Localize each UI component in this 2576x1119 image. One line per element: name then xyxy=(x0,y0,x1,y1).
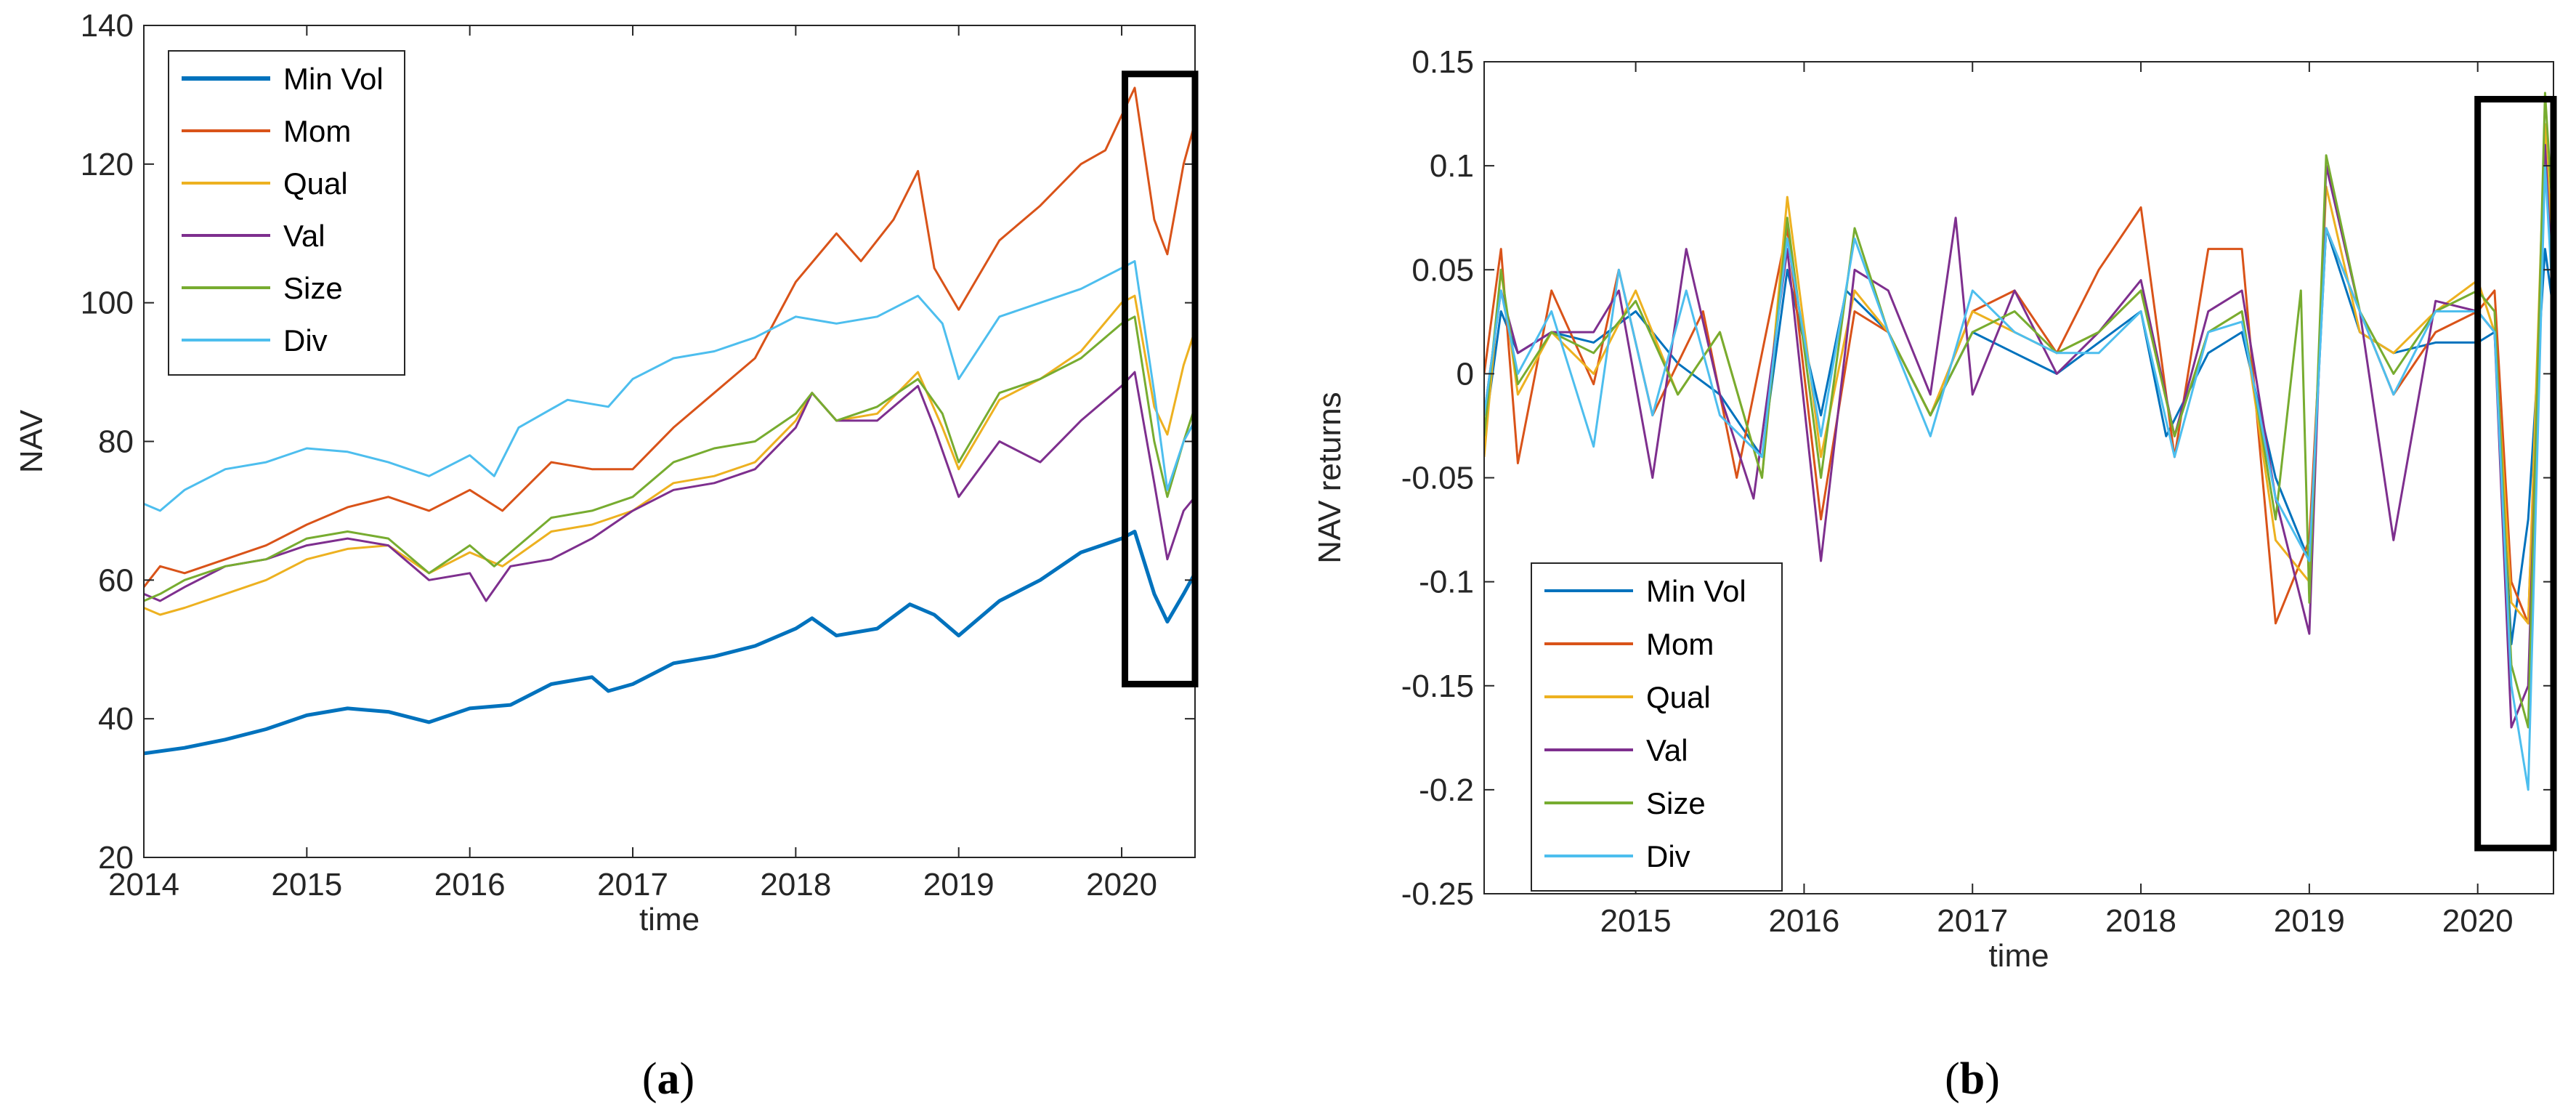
y-tick-label: -0.1 xyxy=(1419,565,1474,600)
chart-panel-a: 2014 2015 2016 2017 2018 2019 2020204060801001… xyxy=(14,8,1199,1104)
x-tick-label: 2016 xyxy=(1768,903,1839,939)
legend-item: Min Vol xyxy=(182,62,384,96)
y-tick-label: -0.15 xyxy=(1401,668,1474,704)
y-tick-label: 120 xyxy=(81,147,134,182)
x-tick-label: 2015 xyxy=(1600,903,1672,939)
panel-caption: (a) xyxy=(642,1054,694,1104)
legend: Min Vol Mom Qual Val Size Div xyxy=(1531,562,1783,892)
x-tick-label: 2020 xyxy=(1086,867,1157,902)
y-tick-label: 0.15 xyxy=(1411,44,1474,80)
series-line-size xyxy=(144,315,1195,602)
legend-item: Div xyxy=(1544,839,1690,873)
y-tick-label: 20 xyxy=(98,840,134,876)
caption-letter: b xyxy=(1960,1054,1985,1104)
legend-label: Size xyxy=(283,271,343,305)
x-axis-label: time xyxy=(1988,938,2049,974)
y-tick-label: 0.05 xyxy=(1411,252,1474,288)
y-tick-label: 100 xyxy=(81,286,134,321)
y-tick-label: 0 xyxy=(1457,356,1474,392)
y-axis-label: NAV returns xyxy=(1312,392,1348,563)
series-line-min-vol xyxy=(1484,227,2553,645)
caption-letter: a xyxy=(657,1054,680,1104)
legend-label: Div xyxy=(283,323,328,357)
caption-open-paren: ( xyxy=(1945,1054,1960,1104)
y-tick-label: -0.25 xyxy=(1401,876,1474,912)
chart-panel-b: 2015 2016 2017 2018 2019 2020 -0.25 -0.2 -0.15 -0… xyxy=(1312,44,2557,1104)
panel-caption: (b) xyxy=(1945,1054,2000,1104)
y-tick-label: 0.1 xyxy=(1430,148,1474,184)
legend-label: Qual xyxy=(1646,680,1711,714)
series-line-div xyxy=(144,259,1195,512)
x-tick-label: 2019 xyxy=(2274,903,2345,939)
legend-item: Mom xyxy=(182,114,351,148)
x-tick-label: 2019 xyxy=(923,867,995,902)
series-line-div xyxy=(1484,164,2553,791)
legend-label: Size xyxy=(1646,786,1706,820)
x-tick-label: 2014 xyxy=(108,867,179,902)
legend-label: Min Vol xyxy=(1646,574,1746,608)
legend-item: Div xyxy=(182,323,328,357)
x-axis-label: time xyxy=(639,902,700,937)
legend-label: Mom xyxy=(283,114,351,148)
legend: Min Vol Mom Qual Val Size Div xyxy=(168,50,405,376)
legend-item: Size xyxy=(182,271,343,305)
highlight-box xyxy=(2474,96,2557,852)
series-line-size xyxy=(1484,92,2553,729)
y-tick-label: 80 xyxy=(98,424,134,460)
highlight-box xyxy=(1122,70,1199,687)
y-axis-label: NAV xyxy=(14,409,49,473)
caption-close-paren: ) xyxy=(1985,1054,2000,1104)
x-tick-label: 2020 xyxy=(2442,903,2514,939)
y-tick-label: 60 xyxy=(98,562,134,598)
legend-item: Qual xyxy=(1544,680,1711,714)
x-tick-label: 2017 xyxy=(597,867,668,902)
x-tick-label: 2015 xyxy=(271,867,342,902)
series-line-val xyxy=(144,371,1195,602)
series-lines xyxy=(144,86,1195,756)
legend-item: Size xyxy=(1544,786,1706,820)
legend-label: Min Vol xyxy=(283,62,384,96)
caption-open-paren: ( xyxy=(642,1054,657,1104)
legend-label: Div xyxy=(1646,839,1690,873)
y-tick-label: 140 xyxy=(81,8,134,44)
legend-item: Min Vol xyxy=(1544,574,1746,608)
legend-item: Qual xyxy=(182,166,348,201)
series-line-min-vol xyxy=(144,530,1195,756)
x-tick-label: 2016 xyxy=(434,867,506,902)
legend-label: Val xyxy=(283,219,325,253)
legend-box xyxy=(1531,562,1783,892)
y-tick-label: -0.2 xyxy=(1419,772,1474,808)
legend-label: Qual xyxy=(283,166,348,201)
x-tick-label: 2018 xyxy=(2105,903,2176,939)
caption-close-paren: ) xyxy=(680,1054,695,1104)
series-lines xyxy=(1484,92,2553,791)
legend-item: Val xyxy=(182,219,325,253)
y-tick-label: 40 xyxy=(98,701,134,737)
x-tick-label: 2018 xyxy=(760,867,831,902)
y-tick-label: -0.05 xyxy=(1401,461,1474,496)
legend-item: Mom xyxy=(1544,627,1714,661)
legend-label: Val xyxy=(1646,733,1688,767)
legend-label: Mom xyxy=(1646,627,1714,661)
series-line-qual xyxy=(144,294,1195,616)
series-line-mom xyxy=(144,86,1195,588)
legend-box xyxy=(168,50,405,376)
x-tick-label: 2017 xyxy=(1937,903,2008,939)
legend-item: Val xyxy=(1544,733,1688,767)
